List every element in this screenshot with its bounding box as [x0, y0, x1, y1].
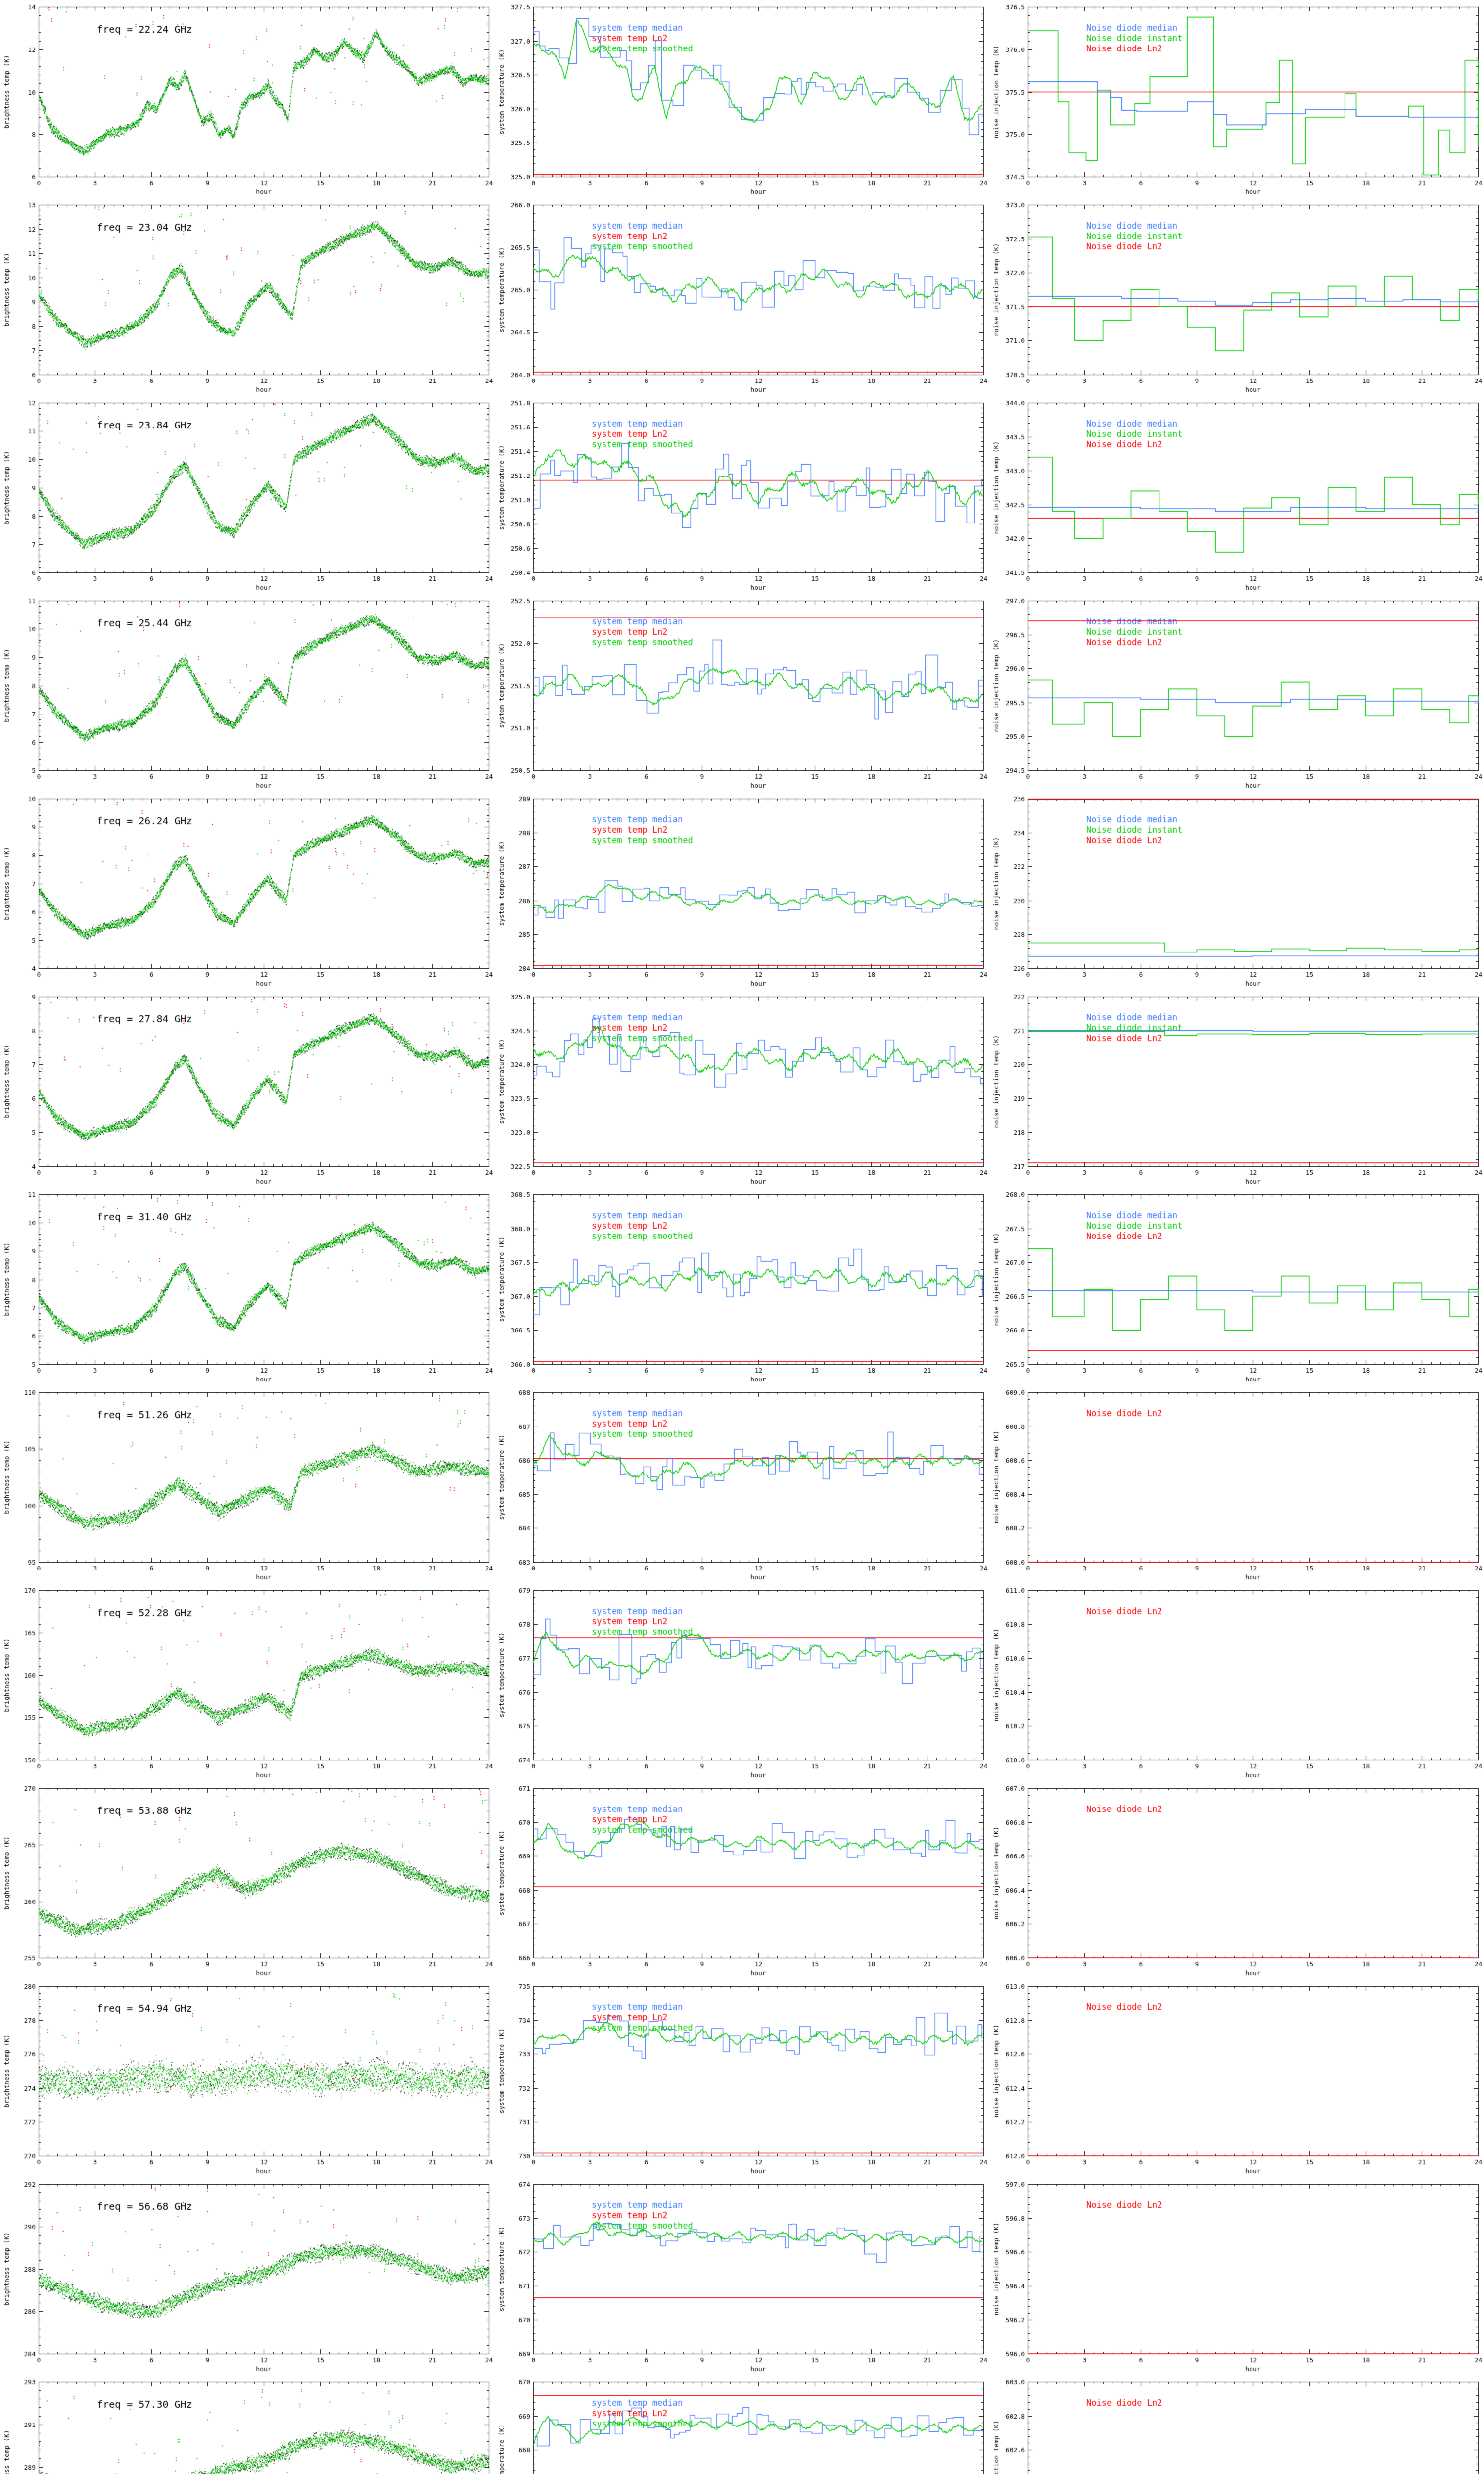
panel-row7-noisediode — [989, 1188, 1484, 1385]
chart-canvas — [989, 396, 1484, 594]
chart-canvas — [0, 792, 495, 990]
panel-row9-noisediode — [989, 1583, 1484, 1781]
panel-row4-systemtemp — [495, 594, 989, 792]
panel-row6-brightness — [0, 990, 495, 1188]
panel-row10-systemtemp — [495, 1781, 989, 1979]
panel-row2-systemtemp — [495, 198, 989, 396]
panel-row1-noisediode — [989, 0, 1484, 198]
panel-row11-brightness — [0, 1979, 495, 2177]
chart-canvas — [495, 1781, 989, 1979]
chart-canvas — [495, 2177, 989, 2375]
chart-canvas — [989, 1583, 1484, 1781]
panel-row3-brightness — [0, 396, 495, 594]
chart-canvas — [0, 2375, 495, 2474]
panel-row6-noisediode — [989, 990, 1484, 1188]
panel-row8-brightness — [0, 1385, 495, 1583]
chart-canvas — [989, 198, 1484, 396]
panel-row4-brightness — [0, 594, 495, 792]
panel-row2-brightness — [0, 198, 495, 396]
panel-row5-brightness — [0, 792, 495, 990]
chart-canvas — [495, 990, 989, 1188]
chart-canvas — [495, 1188, 989, 1385]
panel-row3-systemtemp — [495, 396, 989, 594]
panel-row7-systemtemp — [495, 1188, 989, 1385]
panel-row3-noisediode — [989, 396, 1484, 594]
chart-canvas — [989, 1979, 1484, 2177]
chart-canvas — [0, 198, 495, 396]
chart-canvas — [989, 0, 1484, 198]
chart-canvas — [989, 792, 1484, 990]
panel-row9-systemtemp — [495, 1583, 989, 1781]
chart-canvas — [989, 990, 1484, 1188]
chart-canvas — [0, 1188, 495, 1385]
panel-row8-noisediode — [989, 1385, 1484, 1583]
panel-row12-noisediode — [989, 2177, 1484, 2375]
chart-canvas — [0, 1979, 495, 2177]
panel-row6-systemtemp — [495, 990, 989, 1188]
chart-canvas — [0, 396, 495, 594]
panel-row7-brightness — [0, 1188, 495, 1385]
chart-canvas — [0, 1583, 495, 1781]
chart-canvas — [0, 2177, 495, 2375]
chart-canvas — [0, 1781, 495, 1979]
chart-canvas — [989, 1781, 1484, 1979]
chart-canvas — [0, 594, 495, 792]
chart-canvas — [989, 1188, 1484, 1385]
panel-row1-systemtemp — [495, 0, 989, 198]
panel-row5-systemtemp — [495, 792, 989, 990]
chart-canvas — [989, 2177, 1484, 2375]
panel-row2-noisediode — [989, 198, 1484, 396]
panel-row8-systemtemp — [495, 1385, 989, 1583]
chart-canvas — [989, 594, 1484, 792]
panel-row12-systemtemp — [495, 2177, 989, 2375]
chart-canvas — [495, 198, 989, 396]
chart-canvas — [989, 1385, 1484, 1583]
panel-row13-systemtemp — [495, 2375, 989, 2474]
chart-canvas — [495, 396, 989, 594]
chart-canvas — [0, 1385, 495, 1583]
panel-row4-noisediode — [989, 594, 1484, 792]
panel-row13-noisediode — [989, 2375, 1484, 2474]
panel-row10-brightness — [0, 1781, 495, 1979]
panel-row12-brightness — [0, 2177, 495, 2375]
panel-row11-noisediode — [989, 1979, 1484, 2177]
chart-canvas — [495, 594, 989, 792]
panel-row9-brightness — [0, 1583, 495, 1781]
chart-canvas — [0, 990, 495, 1188]
panel-row11-systemtemp — [495, 1979, 989, 2177]
chart-canvas — [495, 1979, 989, 2177]
chart-canvas — [495, 1385, 989, 1583]
chart-canvas — [495, 1583, 989, 1781]
panel-row1-brightness — [0, 0, 495, 198]
chart-canvas — [495, 792, 989, 990]
chart-canvas — [0, 0, 495, 198]
chart-canvas — [495, 2375, 989, 2474]
chart-canvas — [495, 0, 989, 198]
panel-row13-brightness — [0, 2375, 495, 2474]
panel-row5-noisediode — [989, 792, 1484, 990]
panel-row10-noisediode — [989, 1781, 1484, 1979]
chart-canvas — [989, 2375, 1484, 2474]
